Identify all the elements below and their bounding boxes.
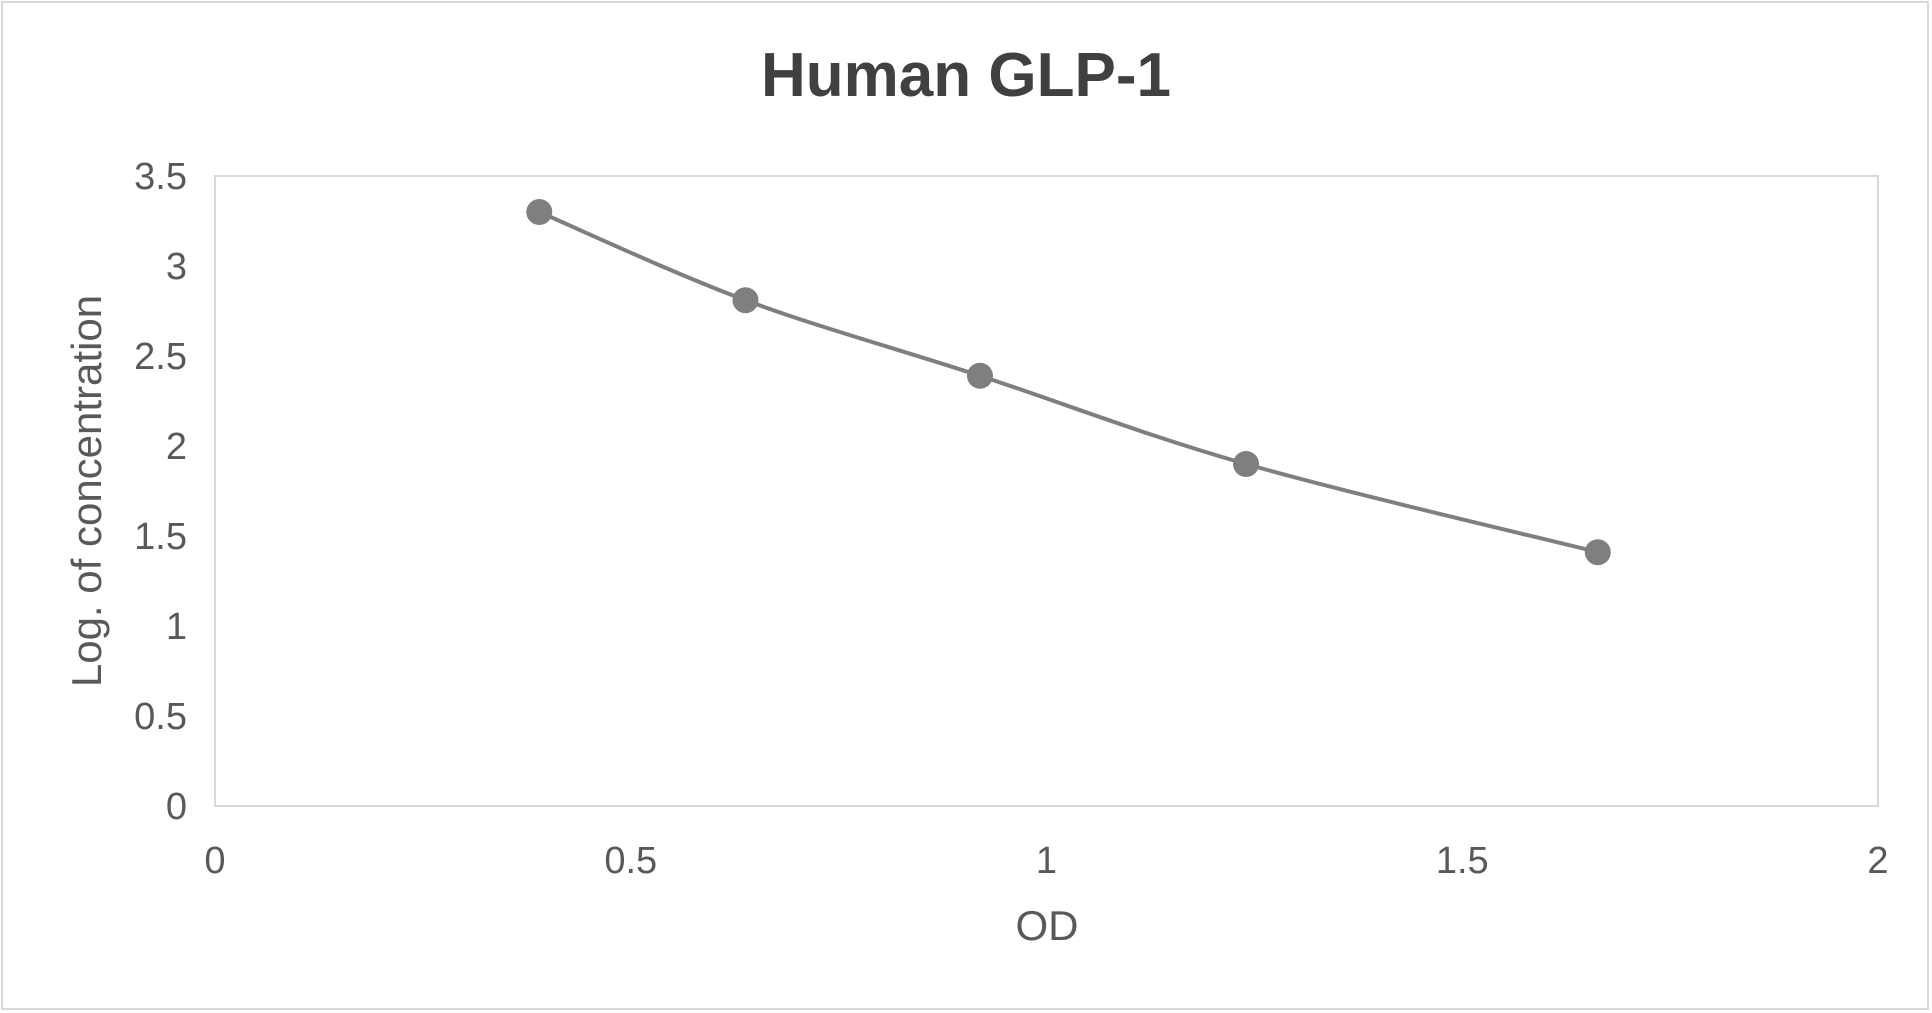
y-tick-label: 2 <box>166 426 187 468</box>
y-axis: 0 0.5 1 1.5 2 2.5 3 3.5 <box>134 156 187 828</box>
y-tick-label: 2.5 <box>134 336 187 378</box>
data-point <box>1584 539 1611 566</box>
y-tick-label: 0 <box>166 786 187 828</box>
data-point <box>526 199 553 225</box>
y-tick-label: 0.5 <box>134 696 187 738</box>
y-axis-label: Log. of concentration <box>63 295 110 687</box>
x-tick-label: 1 <box>1036 840 1057 882</box>
data-points <box>526 199 1611 566</box>
x-tick-label: 0 <box>204 840 225 882</box>
y-tick-label: 3.5 <box>134 156 187 198</box>
data-point <box>1233 451 1260 477</box>
plot-area <box>214 175 1879 807</box>
x-tick-label: 0.5 <box>604 840 657 882</box>
y-tick-label: 1.5 <box>134 516 187 558</box>
series-line <box>538 210 1599 555</box>
x-axis-label: OD <box>1016 902 1079 949</box>
y-tick-label: 1 <box>166 606 187 648</box>
x-axis: 0 0.5 1 1.5 2 <box>204 840 1888 882</box>
chart-title: Human GLP-1 <box>761 41 1171 110</box>
y-tick-label: 3 <box>166 246 187 288</box>
x-tick-label: 2 <box>1867 840 1888 882</box>
x-tick-label: 1.5 <box>1436 840 1489 882</box>
data-point <box>732 287 759 314</box>
data-point <box>966 362 993 389</box>
